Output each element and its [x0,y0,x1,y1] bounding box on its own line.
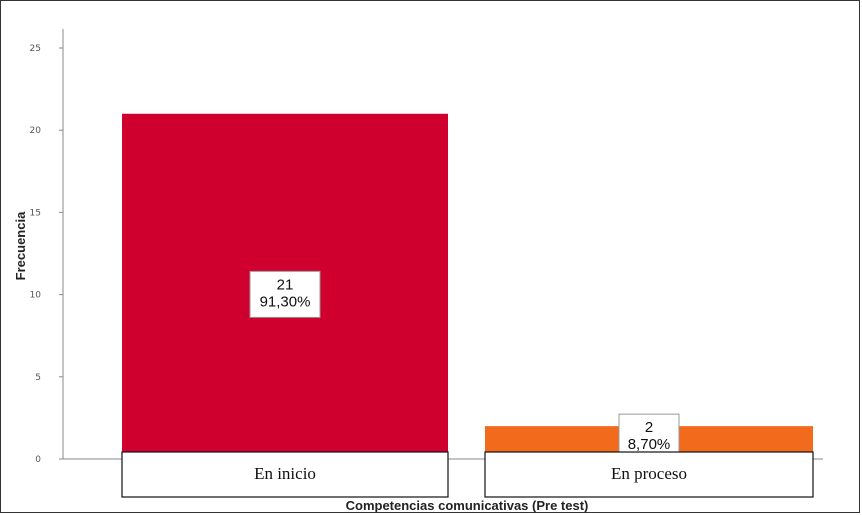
category-label: En proceso [611,464,687,483]
y-tick-label: 25 [30,44,41,54]
data-label-count: 21 [277,276,294,293]
y-tick-label: 15 [30,208,41,218]
category-label-box [121,451,449,498]
category-labels: En inicio En proceso [121,451,814,498]
data-label-box [249,270,321,318]
category-label-box [484,451,814,498]
data-label-percent: 91,30% [260,293,311,310]
y-axis-title: Frecuencia [13,211,28,280]
x-axis-title: Competencias comunicativas (Pre test) [346,498,589,513]
y-tick-label: 5 [35,373,41,383]
y-tick-label: 10 [30,291,42,301]
category-label: En inicio [254,464,316,483]
data-label-count: 2 [645,419,653,436]
y-tick-label: 0 [35,455,41,465]
data-label-percent: 8,70% [628,436,671,453]
y-tick-label: 20 [30,126,42,136]
